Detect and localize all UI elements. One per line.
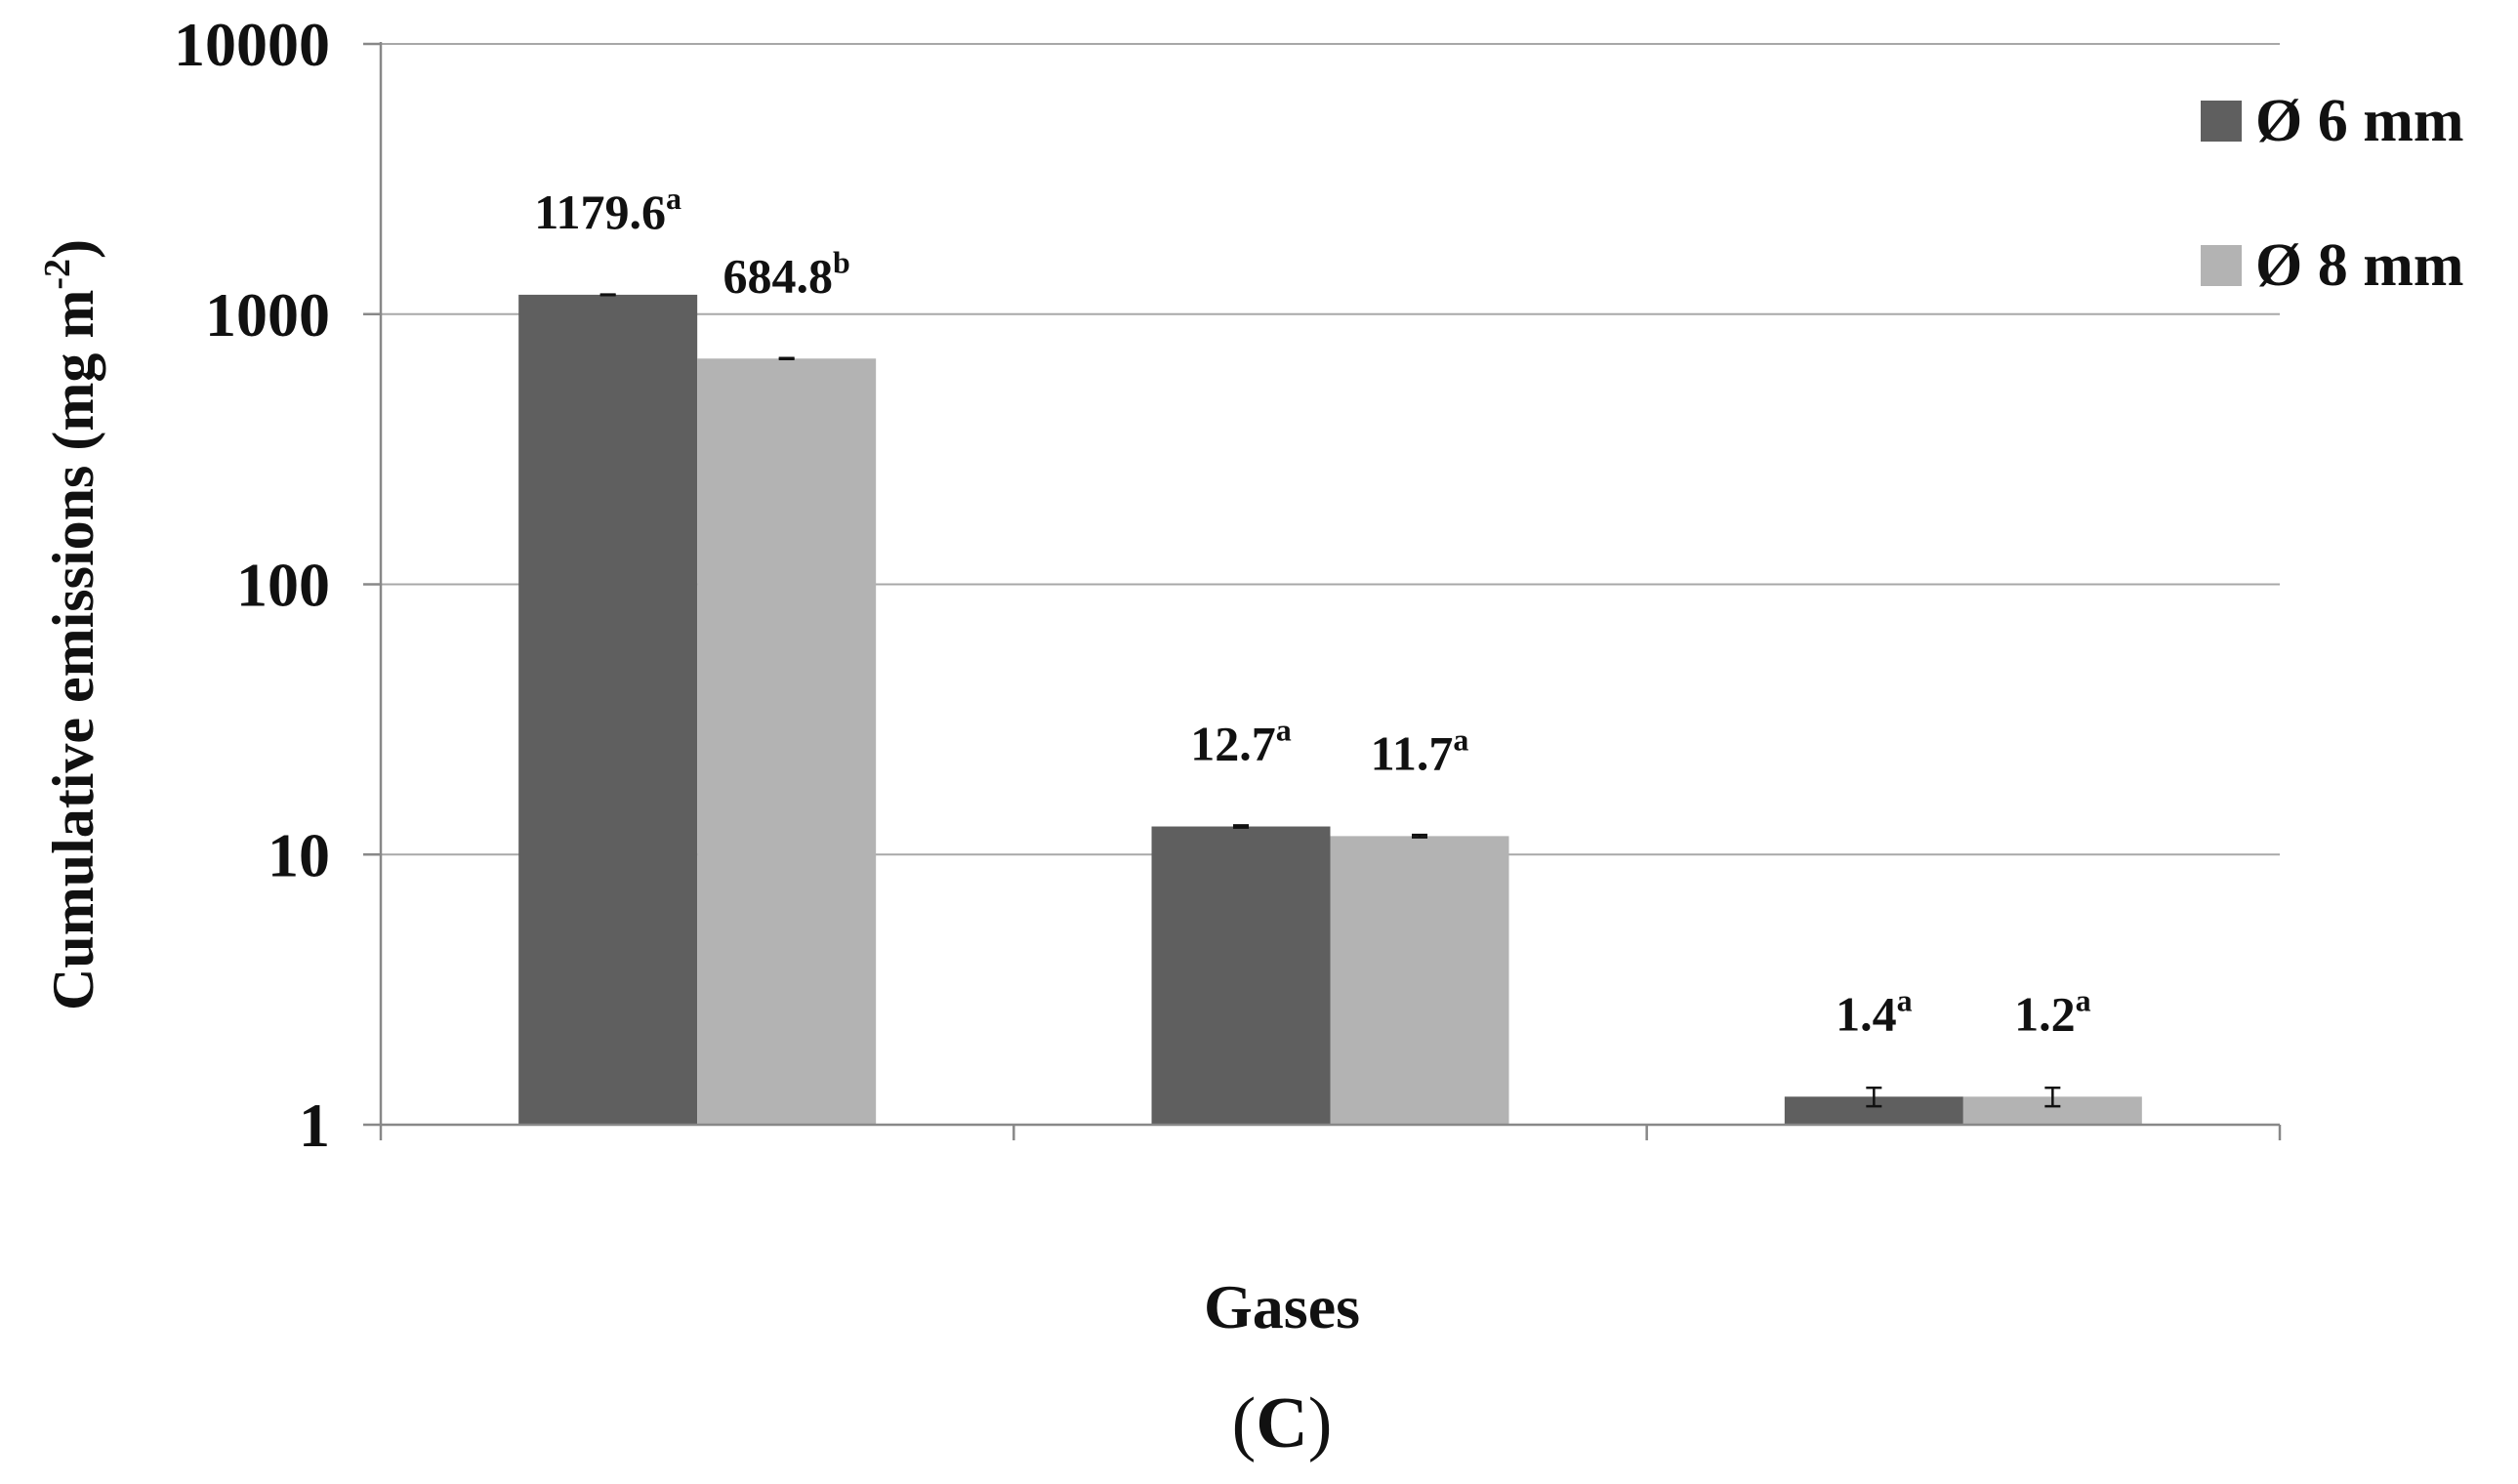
data-label-significance: a: [1276, 713, 1292, 748]
data-label: 1.4a: [1836, 982, 1913, 1041]
data-label-significance: a: [1897, 982, 1913, 1017]
y-tick-label: 100: [236, 551, 330, 620]
y-axis-label-close: ): [41, 239, 105, 259]
y-tick-labels: 1 10 100 1000 10000: [174, 10, 330, 1160]
data-label: 684.8b: [723, 244, 850, 303]
bars: [518, 294, 2142, 1126]
x-axis-label: Gases: [1204, 1272, 1360, 1341]
data-label-significance: a: [666, 181, 681, 216]
data-label: 11.7a: [1371, 721, 1469, 780]
data-label: 12.7a: [1190, 713, 1292, 771]
y-axis-label-main: Cumulative emissions (mg m: [41, 290, 105, 1010]
legend: Ø 6 mm Ø 8 mm: [2201, 88, 2464, 299]
y-tick-label: 1: [299, 1091, 330, 1160]
data-label-value: 12.7: [1190, 717, 1276, 771]
y-tick-label: 10000: [174, 10, 330, 79]
bar: [1151, 826, 1331, 1125]
data-label-significance: a: [2076, 982, 2091, 1017]
panel-label-open: (: [1232, 1383, 1257, 1463]
legend-swatch: [2201, 101, 2242, 142]
legend-label: Ø 6 mm: [2255, 88, 2464, 154]
panel-label-close: ): [1308, 1383, 1333, 1463]
data-label-value: 684.8: [723, 248, 834, 303]
bar: [1330, 836, 1509, 1125]
y-tick-label: 1000: [205, 280, 330, 350]
axes: [363, 42, 2282, 1140]
data-label: 1179.6a: [534, 181, 681, 239]
bar: [518, 294, 698, 1125]
data-label-significance: b: [833, 244, 850, 279]
error-bars: [599, 293, 2061, 1108]
panel-label-letter: C: [1256, 1383, 1307, 1463]
bar: [697, 358, 877, 1126]
legend-swatch: [2201, 245, 2242, 286]
data-label: 1.2a: [2014, 982, 2091, 1041]
y-tick-label: 10: [268, 820, 330, 889]
data-label-value: 11.7: [1371, 725, 1454, 780]
data-label-significance: a: [1453, 721, 1468, 757]
panel-label: (C): [1232, 1383, 1333, 1463]
legend-label: Ø 8 mm: [2255, 232, 2464, 299]
data-label-value: 1.2: [2014, 986, 2076, 1041]
data-label-value: 1.4: [1836, 986, 1897, 1041]
data-label-value: 1179.6: [534, 185, 666, 239]
y-axis-label-sup: -2: [37, 259, 78, 290]
y-axis-label: Cumulative emissions (mg m-2): [37, 239, 105, 1010]
